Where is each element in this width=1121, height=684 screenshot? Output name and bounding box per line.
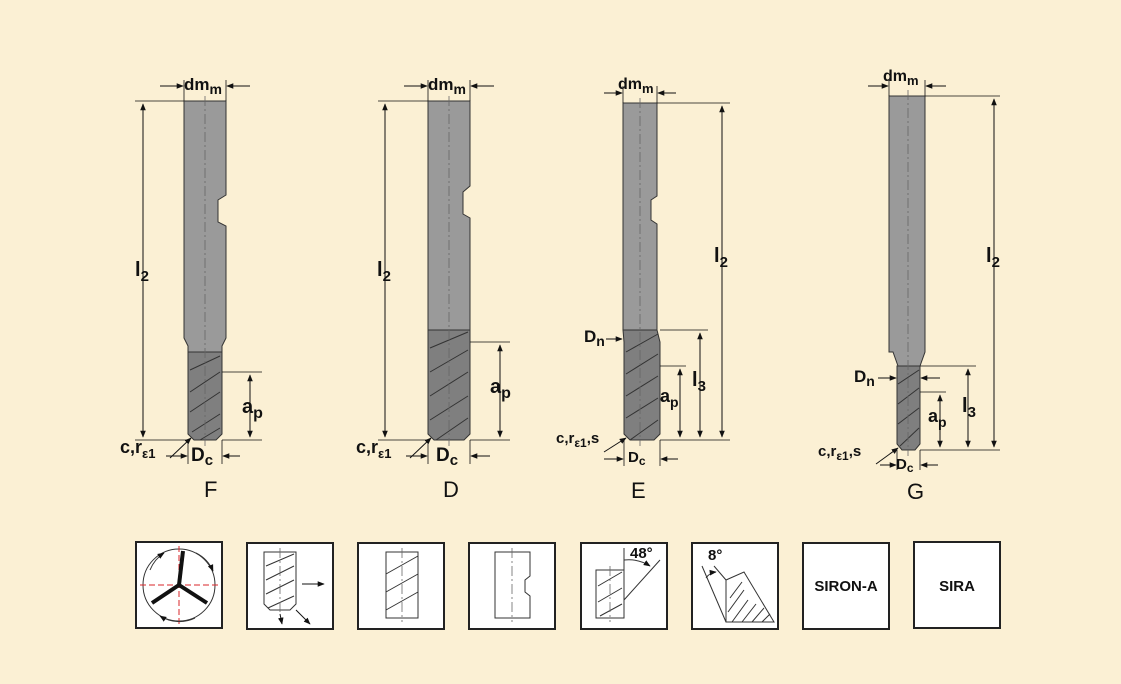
- tool-e-flute-lines: [625, 333, 659, 441]
- clearance-angle-value: 8°: [708, 547, 722, 564]
- tool-g-l2-label: l2: [986, 245, 1000, 271]
- tool-g: dmm l2 l3 ap Dn Dc c,rε1,s G: [818, 68, 1000, 504]
- helix-angle-value: 48°: [630, 545, 653, 562]
- tool-e-l3-label: l3: [692, 369, 706, 395]
- tool-g-dc-label: Dc: [896, 456, 914, 475]
- tool-e-dc-label: Dc: [628, 449, 646, 468]
- tool-e-corner-label: c,rε1,s: [556, 430, 599, 450]
- helix-angle-icon: 48°: [580, 542, 668, 630]
- side-plunge-cutting-icon: [246, 542, 334, 630]
- tool-g-flute-lines: [897, 369, 920, 447]
- tool-d-ap-label: ap: [490, 376, 511, 402]
- tool-f-ap-label: ap: [242, 396, 263, 422]
- tool-d-dc-label: Dc: [436, 445, 458, 469]
- tool-e-l2-label: l2: [714, 245, 728, 271]
- tool-g-shank: [888, 95, 926, 367]
- tool-d-dm-label: dmm: [428, 75, 466, 97]
- three-flutes-icon: [135, 541, 223, 629]
- coating-siron-a-label: SIRON-A: [814, 578, 878, 595]
- tool-f-l2-label: l2: [135, 259, 149, 285]
- tool-e-ap-label: ap: [660, 386, 679, 410]
- tool-f-dc-label: Dc: [191, 445, 213, 469]
- tool-f-letter: F: [204, 477, 217, 502]
- tool-f-dm-label: dmm: [184, 75, 222, 97]
- tool-g-l3-label: l3: [962, 395, 976, 421]
- tool-g-ap-label: ap: [928, 406, 947, 430]
- tool-g-dm-label: dmm: [883, 68, 919, 88]
- tool-g-corner-label: c,rε1,s: [818, 443, 861, 463]
- tool-d-corner-label: c,rε1: [356, 437, 391, 461]
- tool-e-cutting-part: [622, 329, 661, 441]
- helical-flute-icon: [357, 542, 445, 630]
- tool-d-letter: D: [443, 477, 459, 502]
- clearance-angle-icon: 8°: [691, 542, 779, 630]
- tool-d: dmm l2 ap Dc c,rε1 D: [356, 75, 511, 502]
- tool-g-letter: G: [907, 479, 924, 504]
- tool-e: dmm l2 l3 ap Dn Dc c,rε1,s E: [556, 76, 730, 503]
- coating-sira-label: SIRA: [939, 578, 975, 595]
- tool-e-dn-label: Dn: [584, 327, 605, 349]
- tool-e-dm-label: dmm: [618, 76, 654, 96]
- tool-f: dmm l2 ap Dc c,rε1 F: [120, 75, 263, 502]
- tool-d-l2-label: l2: [377, 259, 391, 285]
- tool-f-corner-label: c,rε1: [120, 437, 155, 461]
- coating-sira-badge: SIRA: [913, 541, 1001, 629]
- tool-g-dn-label: Dn: [854, 367, 875, 389]
- coating-siron-a-badge: SIRON-A: [802, 542, 890, 630]
- tool-e-letter: E: [631, 478, 646, 503]
- weldon-shank-icon: [468, 542, 556, 630]
